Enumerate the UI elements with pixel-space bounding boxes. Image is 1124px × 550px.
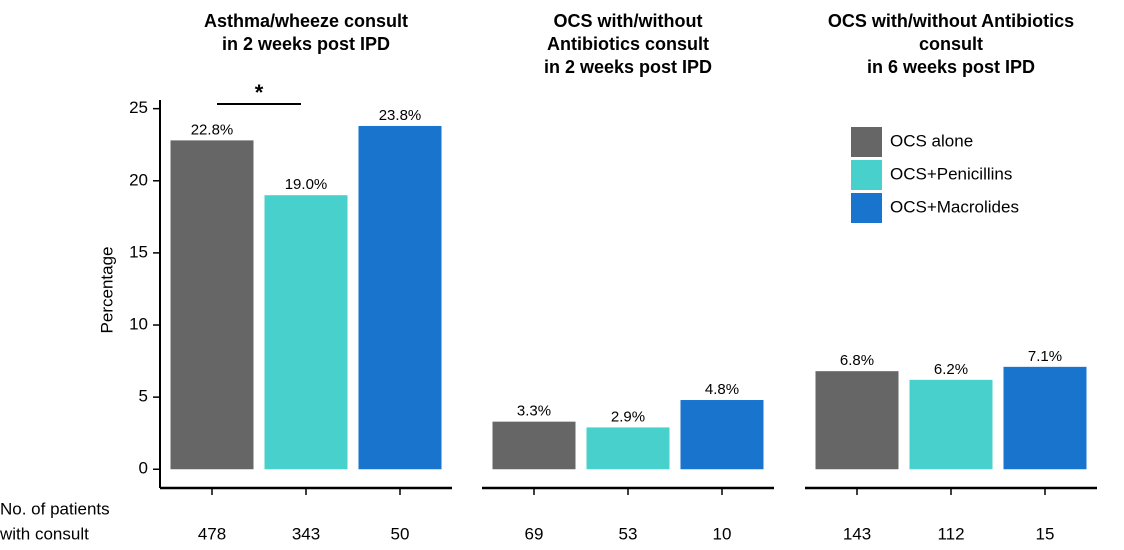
panel-title: Asthma/wheeze consult — [204, 11, 408, 31]
y-tick-label: 0 — [139, 459, 148, 478]
y-tick-label: 15 — [129, 242, 148, 261]
count-label: No. of patients — [0, 499, 110, 518]
value-label: 3.3% — [517, 403, 551, 420]
y-tick-label: 20 — [129, 170, 148, 189]
legend-swatch — [851, 127, 882, 157]
panel-title: in 6 weeks post IPD — [867, 57, 1035, 77]
value-label: 2.9% — [611, 408, 645, 425]
panel-title: Antibiotics consult — [547, 34, 709, 54]
bar — [170, 140, 254, 470]
patient-count: 15 — [1036, 524, 1055, 543]
panel-title: in 2 weeks post IPD — [222, 34, 390, 54]
y-axis-label: Percentage — [97, 247, 116, 334]
patient-count: 10 — [713, 524, 732, 543]
panel-title: OCS with/without Antibiotics — [828, 11, 1074, 31]
legend-swatch — [851, 193, 882, 223]
significance-mark: * — [255, 80, 264, 105]
panel-title: consult — [919, 34, 983, 54]
bar — [680, 400, 764, 470]
patient-count: 478 — [198, 524, 226, 543]
panel-title: in 2 weeks post IPD — [544, 57, 712, 77]
patient-count: 50 — [391, 524, 410, 543]
value-label: 23.8% — [379, 107, 422, 124]
value-label: 7.1% — [1028, 348, 1062, 365]
count-label: with consult — [0, 524, 89, 543]
bar — [492, 421, 576, 470]
legend-label: OCS alone — [890, 131, 973, 150]
value-label: 19.0% — [285, 176, 328, 193]
value-label: 6.8% — [840, 352, 874, 369]
patient-count: 143 — [843, 524, 871, 543]
value-label: 22.8% — [191, 121, 234, 138]
legend-label: OCS+Penicillins — [890, 164, 1012, 183]
patient-count: 69 — [525, 524, 544, 543]
bar — [586, 427, 670, 470]
y-tick-label: 5 — [139, 387, 148, 406]
value-label: 6.2% — [934, 361, 968, 378]
y-tick-label: 10 — [129, 314, 148, 333]
bar — [264, 195, 348, 470]
legend-swatch — [851, 160, 882, 190]
bar — [815, 371, 899, 470]
bar — [1003, 366, 1087, 470]
value-label: 4.8% — [705, 381, 739, 398]
patient-count: 53 — [619, 524, 638, 543]
patient-count: 343 — [292, 524, 320, 543]
legend-label: OCS+Macrolides — [890, 197, 1019, 216]
bar — [909, 379, 993, 470]
panel-title: OCS with/without — [554, 11, 703, 31]
patient-count: 112 — [937, 524, 964, 543]
bar — [358, 125, 442, 470]
y-tick-label: 25 — [129, 98, 148, 117]
